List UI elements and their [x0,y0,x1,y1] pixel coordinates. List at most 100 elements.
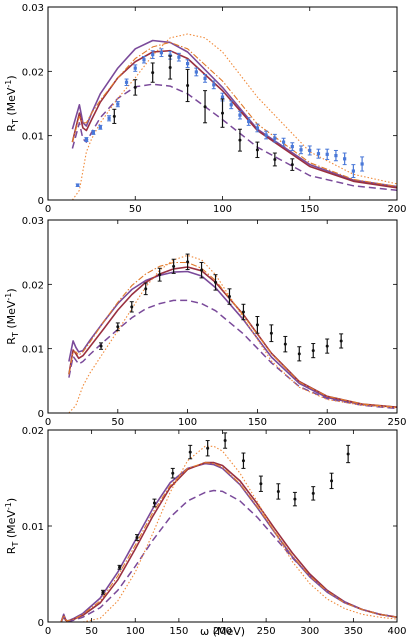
marker [194,70,198,74]
x-tick-label: 200 [318,417,337,428]
data-point [255,123,260,133]
data-point [141,56,146,64]
data-point [342,152,347,166]
x-tick-label: 50 [85,626,98,637]
marker [124,80,129,84]
marker [98,125,102,129]
marker [203,105,207,109]
curve-solid-red [60,461,397,622]
marker [220,95,225,99]
data-point [170,467,175,479]
marker [101,590,105,594]
data-point [227,288,232,305]
data-point [98,124,103,130]
x-tick-label: 150 [300,204,319,215]
data-point [143,282,148,296]
data-point [292,491,297,507]
data-point [264,130,269,140]
marker [177,55,181,59]
marker [290,163,294,167]
data-point [115,101,120,108]
marker [343,157,347,161]
data-point [107,115,112,122]
data-point [205,440,210,457]
x-tick-label: 50 [129,204,142,215]
marker [186,62,190,66]
marker [200,268,204,272]
marker [158,273,162,277]
data-points-black [99,253,344,362]
data-point [241,452,246,469]
plot-frame [47,219,398,414]
data-point [339,333,344,349]
data-point [223,432,228,449]
curve-solid-red [71,49,397,189]
marker [255,148,259,152]
data-point [115,322,120,332]
y-tick-label: 0.02 [22,280,44,291]
data-point [75,183,80,187]
data-point [351,164,356,178]
data-point [134,534,139,541]
marker [107,116,111,120]
marker [152,501,156,505]
x-tick-label: 100 [213,204,232,215]
marker [203,76,207,81]
marker [334,154,338,158]
data-point [213,274,218,291]
data-point [272,152,277,167]
data-point [129,301,134,313]
data-point [311,343,316,359]
data-point [220,98,225,128]
data-point [241,303,246,321]
marker [325,344,329,348]
marker [116,102,120,106]
data-points-black [112,55,295,171]
plot-frame [47,429,398,623]
x-axis-label: ω (MeV) [200,625,245,638]
data-point [237,128,242,152]
marker [223,439,227,443]
marker [283,342,287,346]
y-tick-label: 0.02 [22,67,44,78]
data-point [176,52,181,62]
y-axis-label: RT (MeV-1) [4,498,20,554]
curve-dashdot-orange [60,462,397,622]
curve-dotted-orange [65,445,397,622]
data-point [159,48,164,58]
y-axis-label: RT (MeV-1) [4,288,20,344]
data-point [99,342,104,350]
data-point [168,55,173,80]
y-tick-label: 0.01 [22,345,44,356]
marker [247,119,251,124]
panel-bottom: 0 50 100 150 200 250 300 350 400 0 0.01 0.02 RT (MeV… [4,426,407,638]
data-point [185,59,190,68]
marker [330,479,334,483]
data-point [325,148,330,160]
marker [255,323,259,327]
curve-dashed-purple [60,489,397,622]
data-point [150,62,155,83]
marker [151,71,155,75]
marker [206,446,210,450]
y-tick-label: 0.03 [22,216,44,227]
marker [168,65,172,69]
data-point [283,335,288,353]
marker [311,491,315,495]
marker [133,66,137,70]
marker [316,152,321,156]
data-point [112,108,117,124]
data-point [171,258,176,274]
marker [151,53,155,57]
data-point [281,137,286,147]
marker [293,497,297,501]
curve-solid-red [68,266,397,408]
marker [172,264,176,268]
curve-dashdot-orange [68,261,397,408]
data-point [297,346,302,362]
x-tick-label: 0 [45,626,51,637]
data-point [152,498,157,508]
x-tick-label: 250 [257,626,276,637]
data-point [199,261,204,279]
